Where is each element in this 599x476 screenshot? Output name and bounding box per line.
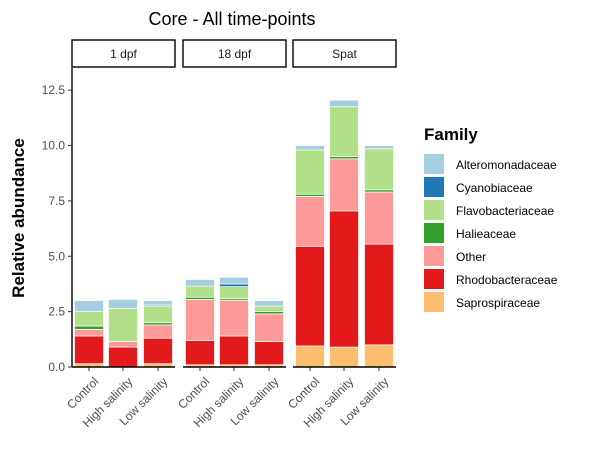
- bar-segment: [143, 337, 173, 365]
- bar-segment: [219, 276, 249, 285]
- bar-segment: [254, 300, 284, 307]
- bar-segment: [74, 300, 104, 312]
- bar-segment: [254, 313, 284, 342]
- y-tick-label: 2.5: [48, 305, 65, 319]
- bar-segment: [295, 345, 325, 368]
- legend-label: Rhodobacteraceae: [456, 273, 558, 287]
- bar-segment: [329, 158, 359, 212]
- bar-segment: [295, 149, 325, 195]
- bar-segment: [364, 243, 394, 346]
- legend-label: Halieaceae: [456, 227, 516, 241]
- legend-label: Saprospiraceae: [456, 296, 540, 310]
- bar-segment: [108, 299, 138, 309]
- bar-segment: [185, 340, 215, 366]
- legend-item: Flavobacteriaceae: [424, 200, 554, 220]
- facet-label: 1 dpf: [110, 47, 137, 61]
- bar-segment: [74, 311, 104, 327]
- facet-strip: [182, 39, 287, 68]
- chart-title: Core - All time-points: [148, 9, 315, 29]
- bar-segment: [254, 341, 284, 366]
- y-axis-label: Relative abundance: [9, 138, 28, 298]
- bar-segment: [329, 210, 359, 348]
- bar-segment: [143, 300, 173, 306]
- bar-segment: [295, 245, 325, 347]
- legend-item: Alteromonadaceae: [424, 154, 557, 174]
- facet-strip: [292, 39, 397, 68]
- legend-swatch: [424, 223, 444, 243]
- y-axis: 0.0 2.5 5.0 7.5 10.0 12.5: [42, 68, 73, 374]
- legend-label: Alteromonadaceae: [456, 158, 557, 172]
- facet-label: 18 dpf: [218, 47, 252, 61]
- legend-swatch: [424, 177, 444, 197]
- bar-segment: [329, 106, 359, 157]
- legend-label: Flavobacteriaceae: [456, 204, 554, 218]
- bar-segment: [108, 341, 138, 348]
- legend-item: Rhodobacteraceae: [424, 269, 558, 289]
- bar-segment: [254, 305, 284, 312]
- bar-segment: [143, 305, 173, 324]
- bar-segment: [185, 285, 215, 298]
- bar-segment: [364, 145, 394, 150]
- bar-segment: [74, 328, 104, 337]
- bar-segment: [108, 307, 138, 342]
- legend-swatch: [424, 154, 444, 174]
- facet-label: Spat: [332, 47, 357, 61]
- bar-segment: [219, 283, 249, 287]
- bar-segment: [329, 346, 359, 368]
- bar-segment: [329, 99, 359, 108]
- facet-strip: [71, 39, 176, 68]
- y-tick-label: 7.5: [48, 194, 65, 208]
- bar-segment: [108, 346, 138, 368]
- legend-swatch: [424, 269, 444, 289]
- legend-item: Halieaceae: [424, 223, 516, 243]
- bar-segment: [219, 335, 249, 366]
- y-tick-label: 5.0: [48, 249, 65, 263]
- legend-item: Saprospiraceae: [424, 292, 540, 312]
- bar-segment: [364, 148, 394, 191]
- bar-segment: [143, 324, 173, 339]
- legend-item: Other: [424, 246, 486, 266]
- y-tick-label: 10.0: [42, 139, 66, 153]
- legend-swatch: [424, 200, 444, 220]
- bar-segment: [74, 325, 104, 330]
- bar-segment: [295, 145, 325, 151]
- y-tick-label: 0.0: [48, 360, 65, 374]
- bar-segment: [185, 299, 215, 341]
- bar-segment: [219, 286, 249, 300]
- legend: Alteromonadaceae Cyanobiaceae Flavobacteri…: [424, 154, 558, 312]
- bar-segment: [185, 279, 215, 287]
- legend-item: Cyanobiaceae: [424, 177, 533, 197]
- legend-label: Other: [456, 250, 486, 264]
- legend-label: Cyanobiaceae: [456, 181, 533, 195]
- legend-swatch: [424, 246, 444, 266]
- legend-title: Family: [424, 125, 478, 144]
- bar-segment: [74, 335, 104, 365]
- bar-segment: [219, 300, 249, 337]
- bar-segment: [364, 344, 394, 368]
- bar-segment: [364, 191, 394, 245]
- legend-swatch: [424, 292, 444, 312]
- bar-segment: [295, 196, 325, 247]
- y-tick-label: 12.5: [42, 83, 66, 97]
